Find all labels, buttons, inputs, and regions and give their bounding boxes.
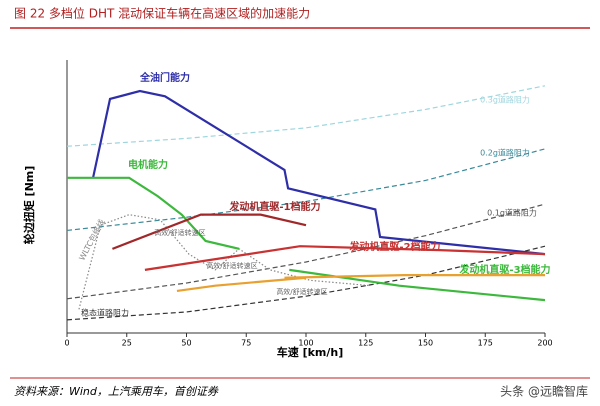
series-line	[144, 245, 546, 271]
series-label: WLTC包络线	[77, 217, 107, 262]
x-tick-label: 150	[418, 339, 433, 348]
annotation: 高效/舒适转速区	[206, 261, 257, 270]
x-tick-label: 0	[64, 339, 69, 348]
watermark: 头条 @远瞻智库	[500, 384, 588, 399]
chart-title: 图 22 多档位 DHT 混动保证车辆在高速区域的加速能力	[14, 6, 310, 21]
x-tick-label: 200	[537, 339, 552, 348]
series-line	[67, 176, 240, 250]
series-line	[176, 276, 307, 293]
series-line	[289, 268, 546, 302]
series-line	[66, 85, 546, 147]
x-tick-label: 75	[241, 339, 251, 348]
series-label: 发动机直驱-2档能力	[348, 240, 440, 253]
x-tick-label: 125	[358, 339, 373, 348]
x-tick-label: 50	[181, 339, 191, 348]
x-axis-label: 车速 [km/h]	[277, 345, 344, 359]
series-label: 发动机直驱-1档能力	[228, 200, 320, 213]
annotation: 高效/舒适转速区	[276, 287, 327, 296]
series-label: 0.1g道路阻力	[487, 208, 537, 218]
y-axis-label: 轮边扭矩 [Nm]	[22, 166, 36, 245]
series-line	[112, 213, 307, 250]
series-line	[66, 148, 546, 232]
x-tick-label: 25	[122, 339, 132, 348]
series-label: 发动机直驱-3档能力	[458, 263, 550, 276]
series-label: 0.2g道路阻力	[480, 148, 530, 158]
x-tick-label: 100	[298, 339, 313, 348]
series-line	[284, 274, 545, 279]
series-line	[91, 89, 546, 256]
annotation: 高效/舒适转速区	[154, 228, 205, 237]
source: 资料来源：Wind，上汽乘用车，首创证券	[14, 385, 219, 398]
series-label: 电机能力	[128, 158, 168, 171]
series-line	[66, 203, 546, 300]
series-line	[66, 245, 546, 321]
series-label: 稳态道路阻力	[81, 308, 129, 318]
series-label: 全油门能力	[139, 71, 190, 84]
series-label: 0.3g道路阻力	[480, 95, 530, 105]
series-line	[78, 214, 371, 310]
x-tick-label: 175	[478, 339, 493, 348]
